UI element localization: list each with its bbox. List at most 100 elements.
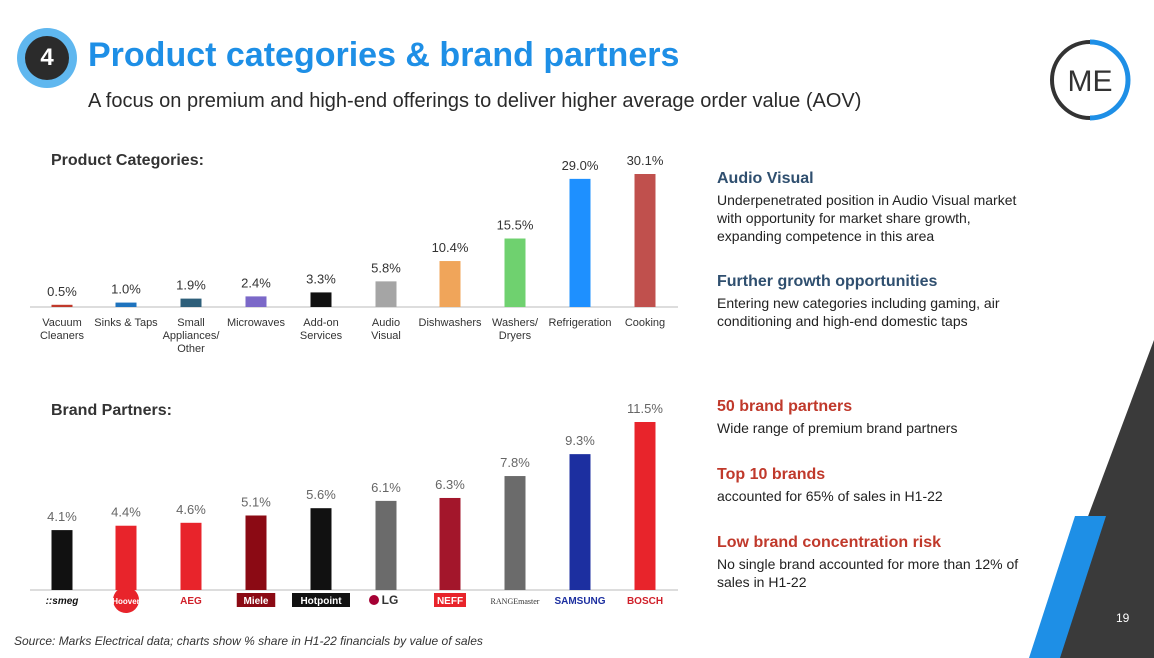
brand-data-label: 6.3% (435, 477, 465, 492)
brand-bar (115, 525, 137, 590)
side-note-top-brands: Top 10 brands accounted for 65% of sales… (717, 466, 1037, 505)
brand-logo-label: BOSCH (627, 596, 663, 607)
brand-chart-title: Brand Partners: (51, 402, 172, 419)
brand-logo-box (236, 593, 276, 607)
product-data-label: 10.4% (432, 240, 469, 255)
brand-data-label: 6.1% (371, 480, 401, 495)
brand-logo-label: ::smeg (46, 596, 79, 607)
product-bar (569, 178, 591, 307)
product-category-label: Cleaners (40, 330, 85, 342)
side-text: accounted for 65% of sales in H1-22 (717, 488, 943, 504)
side-note-audio-visual: Audio Visual Underpenetrated position in… (717, 170, 1037, 245)
side-text: Entering new categories including gaming… (717, 295, 1000, 329)
brand-data-label: 4.1% (47, 509, 77, 524)
page-subtitle: A focus on premium and high-end offering… (88, 90, 862, 112)
page-title: Product categories & brand partners (88, 36, 680, 74)
brand-logo-label: AEG (180, 596, 202, 607)
product-category-label: Dishwashers (419, 317, 482, 329)
product-data-label: 5.8% (371, 260, 401, 275)
side-heading: Audio Visual (717, 170, 814, 187)
side-text: Underpenetrated position in Audio Visual… (717, 192, 1017, 244)
product-bar (310, 292, 332, 307)
brand-logo-label: RANGEmaster (491, 597, 540, 606)
brand-data-label: 7.8% (500, 455, 530, 470)
brand-logo-dot (369, 595, 379, 605)
product-category-label: Audio (372, 317, 400, 329)
source-note: Source: Marks Electrical data; charts sh… (14, 634, 483, 648)
product-category-label: Refrigeration (549, 317, 612, 329)
product-category-label: Other (177, 343, 205, 355)
brand-logo-label: Miele (243, 596, 268, 607)
product-category-label: Washers/ (492, 317, 539, 329)
brand-bar (180, 522, 202, 590)
brand-data-label: 9.3% (565, 433, 595, 448)
product-bar (439, 261, 461, 307)
brand-logo-label: Hotpoint (300, 596, 342, 607)
product-data-label: 30.1% (627, 153, 664, 168)
product-category-label: Appliances/ (163, 330, 221, 342)
brand-bar (51, 530, 73, 590)
side-heading: Further growth opportunities (717, 273, 938, 290)
logo-text: ME (1068, 65, 1113, 98)
side-heading: 50 brand partners (717, 398, 853, 415)
product-bar (504, 238, 526, 307)
product-category-label: Services (300, 330, 343, 342)
brand-data-label: 11.5% (627, 401, 663, 416)
brand-logo-label: NEFF (437, 596, 463, 607)
product-bar (375, 281, 397, 307)
product-category-label: Sinks & Taps (94, 317, 158, 329)
brand-logo-label: SAMSUNG (554, 596, 605, 607)
product-category-label: Microwaves (227, 317, 286, 329)
section-number: 4 (25, 36, 69, 80)
product-category-label: Visual (371, 330, 401, 342)
brand-logo-label: LG (382, 593, 399, 607)
side-text: Wide range of premium brand partners (717, 420, 958, 436)
brand-data-label: 4.4% (111, 505, 141, 520)
product-data-label: 2.4% (241, 275, 271, 290)
product-category-label: Small (177, 317, 205, 329)
side-heading: Top 10 brands (717, 466, 826, 483)
side-note-growth: Further growth opportunities Entering ne… (717, 273, 1037, 330)
brand-bar (569, 454, 591, 590)
brand-bar (634, 422, 656, 590)
product-bar (634, 174, 656, 307)
product-bar (180, 298, 202, 307)
brand-bar (375, 500, 397, 590)
product-bar (115, 302, 137, 307)
brand-logo-circle (113, 587, 139, 613)
brand-data-label: 4.6% (176, 502, 206, 517)
product-data-label: 1.0% (111, 282, 141, 297)
product-data-label: 1.9% (176, 278, 206, 293)
brand-logo-box (292, 593, 350, 607)
product-data-label: 0.5% (47, 284, 77, 299)
side-note-brand-partners: 50 brand partners Wide range of premium … (717, 398, 1037, 437)
side-text: No single brand accounted for more than … (717, 556, 1019, 590)
product-category-label: Cooking (625, 317, 665, 329)
product-category-label: Add-on (303, 317, 338, 329)
product-category-label: Vacuum (42, 317, 82, 329)
side-heading: Low brand concentration risk (717, 534, 942, 551)
blue-stripe-shape (1029, 516, 1106, 658)
brand-logo-box (434, 593, 466, 607)
product-category-label: Dryers (499, 330, 532, 342)
product-data-label: 3.3% (306, 271, 336, 286)
brand-bar (504, 476, 526, 590)
company-logo: ME (1050, 39, 1131, 121)
section-badge: 4 (17, 28, 77, 88)
logo-ring-accent (1089, 39, 1131, 81)
brand-data-label: 5.6% (306, 487, 336, 502)
product-bar (245, 296, 267, 307)
brand-bar (439, 497, 461, 590)
product-bar (51, 304, 73, 307)
product-data-label: 29.0% (562, 158, 599, 173)
brand-bar (310, 508, 332, 590)
brand-bar (245, 515, 267, 590)
brand-logo-label: Hoover (112, 597, 140, 606)
product-chart-title: Product Categories: (51, 152, 204, 169)
page-number: 19 (1116, 611, 1130, 625)
brand-data-label: 5.1% (241, 494, 271, 509)
side-note-concentration: Low brand concentration risk No single b… (717, 534, 1032, 591)
product-data-label: 15.5% (497, 218, 534, 233)
